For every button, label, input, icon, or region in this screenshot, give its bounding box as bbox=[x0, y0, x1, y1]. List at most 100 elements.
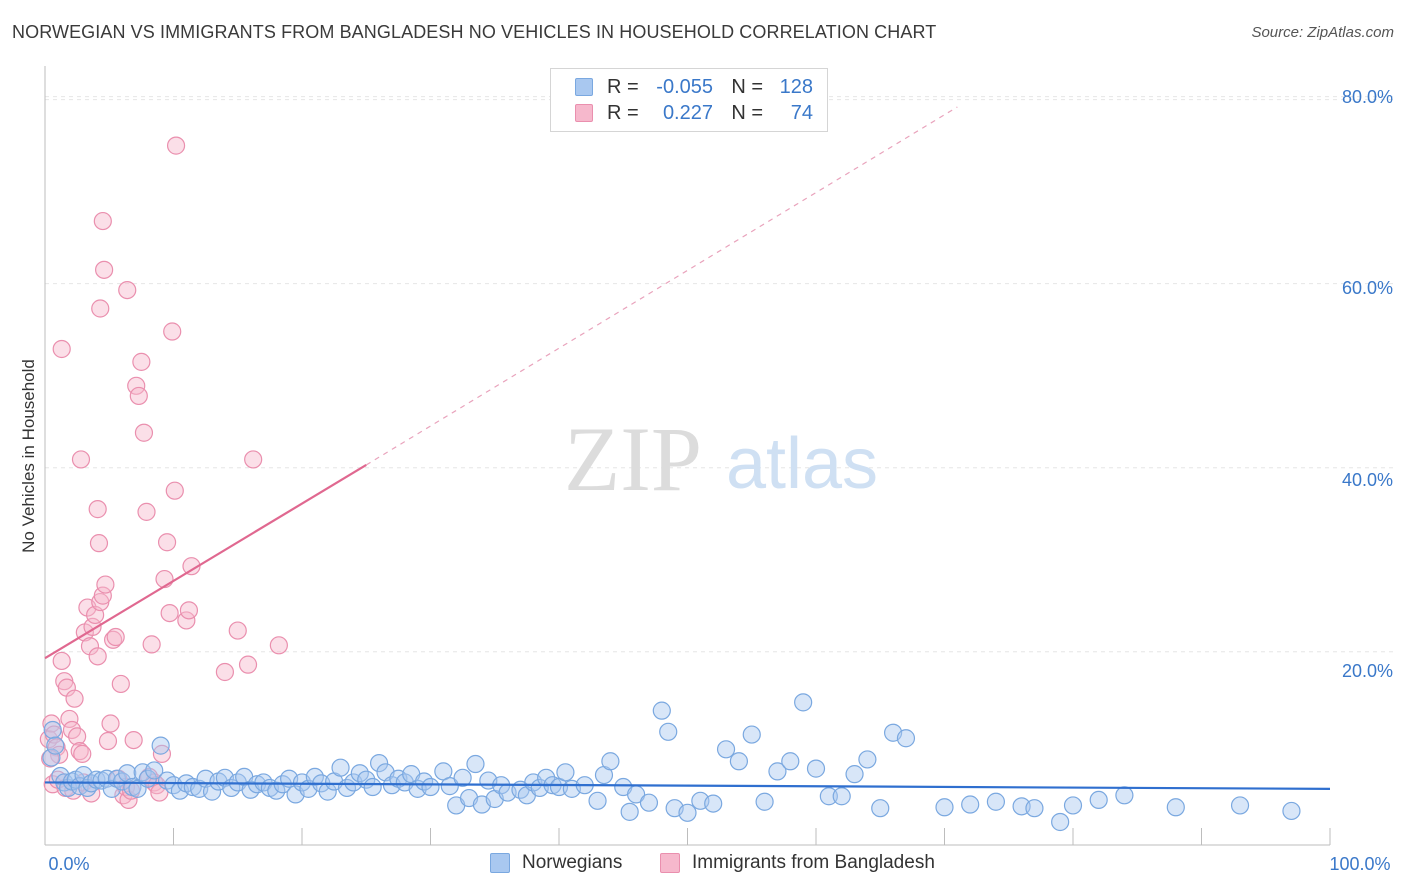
norwegian-point bbox=[466, 754, 485, 774]
legend-n-value: 128 bbox=[779, 75, 813, 98]
bangladesh-point bbox=[118, 280, 137, 300]
bangladesh-point bbox=[89, 534, 109, 553]
norwegian-point bbox=[453, 768, 472, 787]
bottom-legend-norwegians[interactable]: Norwegians bbox=[490, 852, 622, 874]
bangladesh-point bbox=[68, 727, 87, 746]
norwegian-point bbox=[1166, 798, 1185, 817]
bangladesh-point bbox=[215, 662, 234, 682]
grid-layer bbox=[45, 96, 1393, 653]
bangladesh-point bbox=[111, 674, 130, 694]
bangladesh-point bbox=[244, 450, 263, 469]
legend-row-norwegians: R = -0.055 N = 128 bbox=[575, 75, 813, 99]
trend-layer bbox=[44, 106, 1331, 790]
norwegian-point bbox=[440, 777, 459, 796]
correlation-legend: R = -0.055 N = 128 R = 0.227 N = 74 bbox=[550, 68, 828, 132]
bangladesh-point bbox=[93, 586, 112, 605]
bangladesh-point bbox=[73, 744, 92, 763]
bangladesh-point bbox=[269, 636, 288, 655]
norwegian-trend-line bbox=[44, 781, 1331, 790]
norwegian-point bbox=[961, 795, 980, 814]
y-tick-label-20: 20.0% bbox=[1342, 661, 1393, 681]
norwegian-point bbox=[768, 762, 787, 781]
bangladesh-point bbox=[160, 603, 179, 623]
bangladesh-point bbox=[88, 647, 107, 666]
bangladesh-point bbox=[238, 655, 258, 674]
bangladesh-point bbox=[228, 621, 247, 640]
norwegian-point bbox=[742, 725, 761, 744]
bangladesh-point bbox=[124, 730, 143, 750]
norwegian-point bbox=[729, 752, 749, 771]
norwegian-point bbox=[1089, 790, 1108, 810]
bottom-legend-swatch-pink bbox=[660, 853, 680, 873]
legend-r-value: 0.227 bbox=[662, 101, 713, 124]
bangladesh-point bbox=[60, 709, 79, 729]
norwegian-point bbox=[421, 777, 440, 797]
norwegian-point bbox=[556, 763, 575, 782]
label-layer: 0.0% 100.0% 20.0% 40.0% 60.0% 80.0% No V… bbox=[19, 87, 1393, 874]
bangladesh-point bbox=[179, 601, 199, 620]
norwegian-point bbox=[1063, 796, 1083, 815]
watermark-zip: ZIP bbox=[564, 408, 702, 510]
norwegian-point bbox=[704, 794, 723, 813]
norwegian-point bbox=[1115, 786, 1134, 805]
norwegian-point bbox=[755, 792, 774, 811]
x-tick-label-0: 0.0% bbox=[48, 854, 89, 874]
bangladesh-point bbox=[165, 481, 184, 500]
norwegian-point bbox=[871, 799, 890, 818]
norwegian-point bbox=[781, 752, 800, 771]
norwegian-point bbox=[537, 768, 556, 787]
norwegian-point bbox=[678, 803, 697, 822]
bangladesh-point bbox=[71, 450, 91, 469]
norwegian-point bbox=[858, 750, 877, 769]
norwegian-point bbox=[620, 802, 639, 821]
bangladesh-point bbox=[104, 630, 123, 649]
bangladesh-point bbox=[134, 423, 154, 442]
y-tick-label-60: 60.0% bbox=[1342, 278, 1393, 298]
norwegian-point bbox=[806, 759, 826, 778]
bangladesh-point bbox=[101, 714, 120, 733]
norwegian-point bbox=[363, 777, 382, 797]
bangladesh-point bbox=[52, 339, 71, 359]
norwegian-point bbox=[659, 722, 678, 741]
y-tick-label-40: 40.0% bbox=[1342, 470, 1393, 490]
legend-r-label: R = bbox=[607, 101, 639, 124]
norwegian-point bbox=[845, 765, 864, 784]
bangladesh-point bbox=[129, 386, 148, 406]
legend-swatch-blue bbox=[575, 78, 593, 96]
bangladesh-point bbox=[157, 533, 177, 552]
bangladesh-point bbox=[98, 731, 118, 751]
bangladesh-point bbox=[106, 627, 125, 647]
bottom-legend-swatch-blue bbox=[490, 853, 510, 873]
chart-title: NORWEGIAN VS IMMIGRANTS FROM BANGLADESH … bbox=[12, 22, 937, 42]
bangladesh-point bbox=[88, 500, 107, 519]
bangladesh-point bbox=[52, 651, 71, 671]
norwegian-point bbox=[896, 729, 916, 748]
norwegian-point bbox=[370, 753, 389, 773]
legend-row-bangladesh: R = 0.227 N = 74 bbox=[575, 101, 813, 125]
bangladesh-point bbox=[137, 502, 156, 521]
norwegian-point bbox=[42, 748, 61, 767]
bottom-legend-bangladesh[interactable]: Immigrants from Bangladesh bbox=[660, 852, 935, 874]
norwegian-point bbox=[1025, 799, 1044, 818]
bottom-legend-label: Immigrants from Bangladesh bbox=[692, 852, 935, 873]
watermark: ZIP atlas bbox=[564, 408, 878, 510]
norwegian-points bbox=[42, 693, 1301, 832]
norwegian-point bbox=[588, 791, 607, 810]
norwegian-point bbox=[151, 736, 170, 755]
x-tick-label-100: 100.0% bbox=[1329, 854, 1390, 874]
legend-swatch-pink bbox=[575, 104, 593, 122]
norwegian-point bbox=[986, 792, 1006, 811]
bangladesh-point bbox=[163, 322, 182, 341]
y-tick-label-80: 80.0% bbox=[1342, 87, 1393, 107]
norwegian-point bbox=[102, 779, 121, 798]
legend-n-label: N = bbox=[731, 75, 763, 98]
norwegian-point bbox=[1051, 812, 1070, 832]
norwegian-point bbox=[716, 740, 736, 759]
bangladesh-trend-line bbox=[44, 463, 367, 660]
bangladesh-point bbox=[155, 569, 174, 589]
bangladesh-point bbox=[91, 299, 110, 318]
legend-n-label: N = bbox=[731, 101, 763, 124]
bangladesh-point bbox=[70, 742, 89, 761]
bottom-legend-label: Norwegians bbox=[522, 852, 623, 873]
